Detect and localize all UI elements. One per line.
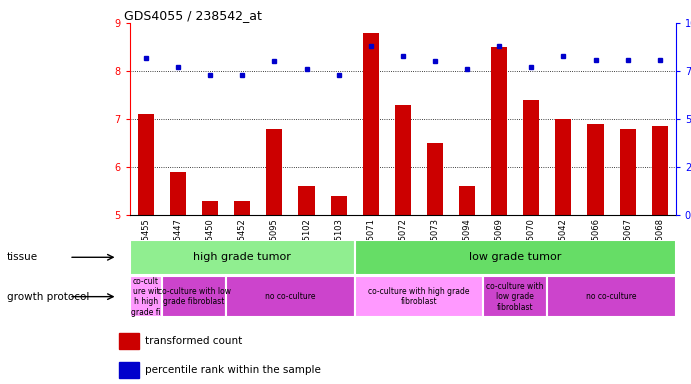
Bar — [162, 276, 226, 317]
Text: tissue: tissue — [7, 252, 38, 262]
Bar — [459, 186, 475, 215]
Text: co-cult
ure wit
h high
grade fi: co-cult ure wit h high grade fi — [131, 276, 161, 317]
Bar — [266, 129, 283, 215]
Bar — [330, 196, 347, 215]
Bar — [556, 119, 571, 215]
Text: percentile rank within the sample: percentile rank within the sample — [144, 365, 321, 375]
Text: no co-culture: no co-culture — [587, 292, 637, 301]
Bar — [354, 276, 483, 317]
Bar — [354, 240, 676, 275]
Bar — [620, 129, 636, 215]
Text: co-culture with low
grade fibroblast: co-culture with low grade fibroblast — [158, 287, 231, 306]
Bar — [130, 276, 162, 317]
Bar — [119, 333, 139, 349]
Text: co-culture with high grade
fibroblast: co-culture with high grade fibroblast — [368, 287, 470, 306]
Bar — [138, 114, 154, 215]
Bar — [523, 100, 539, 215]
Bar — [226, 276, 354, 317]
Bar — [119, 362, 139, 378]
Bar — [652, 126, 668, 215]
Bar — [483, 276, 547, 317]
Text: co-culture with
low grade
fibroblast: co-culture with low grade fibroblast — [486, 282, 544, 311]
Text: high grade tumor: high grade tumor — [193, 252, 291, 262]
Bar — [491, 47, 507, 215]
Bar — [170, 172, 186, 215]
Bar — [363, 33, 379, 215]
Bar — [130, 240, 354, 275]
Text: growth protocol: growth protocol — [7, 292, 89, 302]
Bar — [395, 104, 411, 215]
Text: transformed count: transformed count — [144, 336, 242, 346]
Text: low grade tumor: low grade tumor — [469, 252, 561, 262]
Bar — [587, 124, 603, 215]
Bar — [547, 276, 676, 317]
Bar — [427, 143, 443, 215]
Text: no co-culture: no co-culture — [265, 292, 316, 301]
Bar — [234, 201, 250, 215]
Bar — [299, 186, 314, 215]
Text: GDS4055 / 238542_at: GDS4055 / 238542_at — [124, 9, 263, 22]
Bar — [202, 201, 218, 215]
